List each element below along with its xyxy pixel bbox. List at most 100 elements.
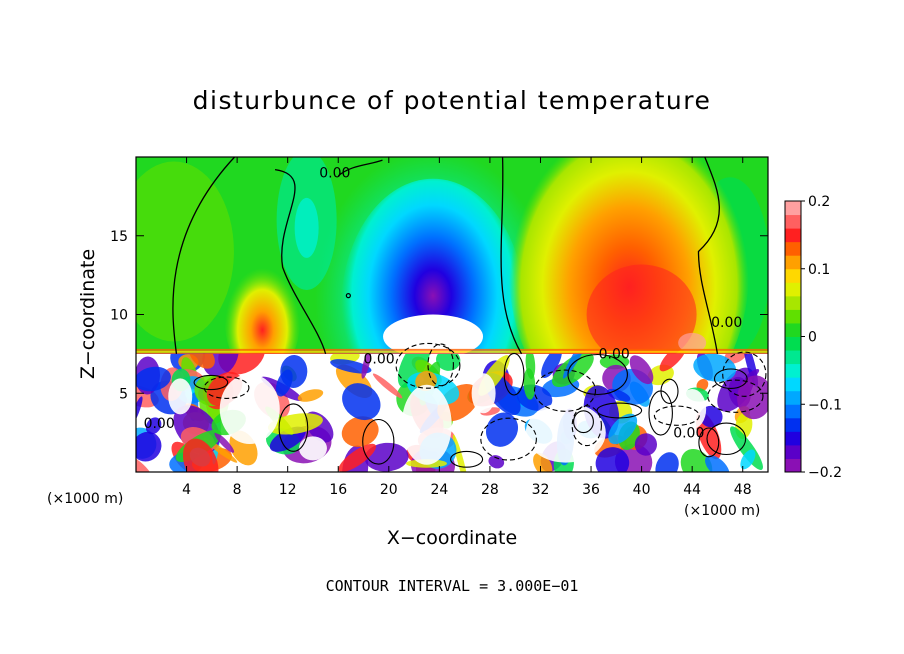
- white-cap: [383, 314, 484, 354]
- turbulent-eddy: [693, 353, 737, 382]
- interface-stripe: [136, 350, 768, 353]
- turbulent-eddy: [629, 355, 654, 385]
- colorbar-swatch: [785, 390, 801, 405]
- colorbar-swatch: [785, 458, 801, 473]
- x-tick-label: 12: [279, 482, 297, 498]
- white-cell: [471, 373, 496, 414]
- white-cell: [678, 389, 707, 429]
- colorbar-swatch: [785, 201, 801, 216]
- colorbar-swatch: [785, 295, 801, 310]
- x-tick-label: 44: [683, 482, 701, 498]
- colorbar-swatch: [785, 241, 801, 256]
- turbulent-eddy: [705, 455, 730, 472]
- turbulent-eddy: [634, 433, 658, 456]
- contour-label: 0.00: [599, 347, 630, 363]
- x-tick-label: 48: [734, 482, 752, 498]
- turbulent-eddy: [595, 447, 630, 472]
- colorbar-swatch: [785, 214, 801, 229]
- colorbar-swatch: [785, 404, 801, 419]
- x-tick-label: 32: [532, 482, 550, 498]
- contour-label: 0.00: [144, 416, 175, 432]
- x-tick-label: 40: [633, 482, 651, 498]
- colorbar-tick-label: 0.2: [808, 194, 830, 210]
- turbulent-eddy: [189, 353, 215, 369]
- colorbar-tick-label: 0: [808, 330, 817, 346]
- x-unit-label: (×1000 m): [684, 503, 761, 519]
- turbulent-eddy: [680, 448, 713, 472]
- colorbar-swatch: [785, 228, 801, 243]
- contour-line: [193, 374, 229, 391]
- contour-line: [337, 159, 383, 177]
- turbulent-eddy: [342, 383, 381, 421]
- colorbar-swatch: [785, 377, 801, 392]
- contour-line: [480, 417, 537, 461]
- turbulent-eddy: [361, 353, 372, 379]
- contour-line: [571, 405, 602, 447]
- colorbar-swatch: [785, 309, 801, 324]
- turbulent-eddy: [436, 353, 461, 371]
- contour-line: [707, 379, 764, 413]
- x-tick-label: 24: [430, 482, 448, 498]
- turbulent-eddy: [372, 373, 403, 399]
- contour-line: [362, 418, 395, 465]
- turbulent-eddy: [730, 426, 763, 470]
- colorbar-tick-label: −0.2: [808, 465, 842, 481]
- contour-line: [503, 352, 525, 396]
- x-tick-label: 4: [182, 482, 191, 498]
- colorbar-swatch: [785, 255, 801, 270]
- contour-line: [345, 293, 351, 299]
- contour-line: [697, 156, 720, 354]
- contour-line: [427, 343, 454, 387]
- contour-line: [660, 378, 679, 404]
- turbulent-eddy: [297, 389, 324, 402]
- interface-stripe: [136, 348, 768, 351]
- turbulent-eddy: [599, 354, 630, 370]
- y-tick-label: 5: [119, 386, 128, 402]
- colorbar-swatch: [785, 444, 801, 459]
- turbulent-eddy: [488, 455, 505, 469]
- turbulent-eddy: [145, 417, 162, 435]
- x-tick-label: 16: [329, 482, 347, 498]
- warm-lobe: [224, 255, 301, 354]
- contour-line: [573, 410, 594, 434]
- turbulent-eddy: [136, 366, 171, 392]
- turbulent-eddy: [452, 434, 469, 472]
- colorbar-swatch: [785, 282, 801, 297]
- contour-line: [653, 405, 700, 426]
- contour-line: [533, 369, 597, 412]
- contour-line: [278, 403, 309, 452]
- y-tick-label: 15: [110, 229, 128, 245]
- warm-inner: [586, 264, 697, 354]
- contour-line: [596, 402, 643, 419]
- contour-line: [203, 376, 250, 399]
- warm-spot: [678, 332, 707, 353]
- colorbar: 0.2 0.1 0 −0.1 −0.2: [784, 194, 842, 481]
- contour-line: [698, 427, 720, 458]
- turbulent-eddy: [330, 359, 372, 374]
- turbulent-eddy: [136, 455, 154, 472]
- contour-label: 0.00: [673, 425, 704, 441]
- x-axis-label: X−coordinate: [386, 527, 518, 549]
- colorbar-swatch: [785, 417, 801, 432]
- upper-field: [136, 157, 768, 354]
- x-tick-label: 20: [380, 482, 398, 498]
- white-cell: [401, 384, 452, 465]
- contour-label: 0.00: [319, 165, 350, 181]
- green-band: [136, 161, 234, 342]
- turbulent-eddy: [214, 432, 235, 453]
- turbulent-eddy: [397, 353, 431, 388]
- turbulent-eddy: [182, 438, 219, 472]
- contour-labels: 0.00 0.00 0.00 0.00 0.00 0.00: [144, 165, 743, 441]
- contour-line: [713, 368, 748, 389]
- colorbar-swatch: [785, 431, 801, 446]
- contour-line: [274, 168, 327, 355]
- x-tick-label: 8: [233, 482, 242, 498]
- turbulent-eddy: [136, 431, 162, 462]
- turbulent-eddy: [338, 443, 377, 472]
- contour-line: [172, 156, 236, 354]
- contour-line: [722, 351, 767, 397]
- colorbar-tick-label: −0.1: [808, 397, 842, 413]
- white-cell: [525, 402, 606, 463]
- turbulent-eddy: [267, 413, 323, 435]
